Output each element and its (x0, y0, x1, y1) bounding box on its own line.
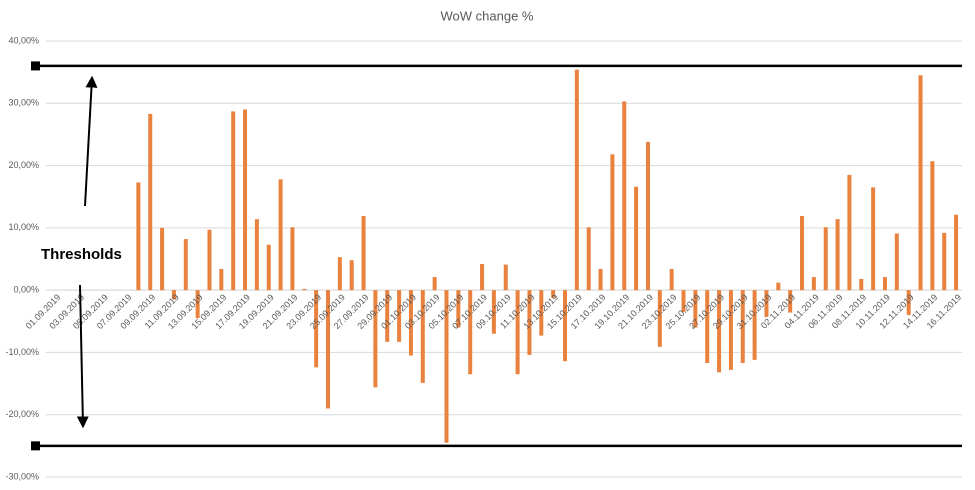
bar (942, 232, 947, 291)
annotation: Thresholds (41, 246, 122, 263)
bar (776, 282, 781, 291)
bar (171, 290, 176, 300)
bar (349, 260, 354, 291)
y-tick-label: 40,00% (8, 35, 39, 45)
bar (136, 182, 141, 291)
bar (432, 277, 437, 291)
bar (847, 174, 852, 291)
bar (563, 290, 568, 362)
y-tick-label: 20,00% (8, 160, 39, 170)
y-tick-label: -10,00% (5, 347, 39, 357)
bar (717, 290, 722, 373)
bar (598, 268, 603, 291)
bar (574, 69, 579, 291)
bar (254, 219, 259, 291)
bar (397, 290, 402, 342)
bar (823, 227, 828, 291)
bar (195, 290, 200, 319)
y-tick-label: -30,00% (5, 471, 39, 481)
bar (681, 290, 686, 312)
bar (693, 290, 698, 328)
bar (871, 187, 876, 291)
bar (954, 214, 959, 291)
bar (148, 113, 153, 291)
y-tick-label: 30,00% (8, 98, 39, 108)
bar (669, 268, 674, 291)
bar (456, 290, 461, 328)
bar (634, 186, 639, 291)
bar (290, 227, 295, 291)
bar (183, 239, 188, 291)
bar (788, 290, 793, 313)
bar (800, 216, 805, 291)
bar (278, 179, 283, 291)
arrow-down (76, 284, 89, 429)
bar (645, 141, 650, 291)
bar (160, 227, 165, 291)
bar (740, 290, 745, 364)
bar (491, 290, 496, 334)
bar (906, 290, 911, 316)
threshold-marker (31, 61, 40, 71)
bar (728, 290, 733, 370)
bar (610, 154, 615, 291)
bar (243, 109, 248, 291)
bar (586, 227, 591, 291)
bar (385, 290, 390, 342)
threshold-marker (31, 441, 40, 451)
bar (408, 290, 413, 356)
bar (894, 233, 899, 291)
bar (444, 290, 449, 443)
bar (266, 244, 271, 291)
bar (764, 290, 769, 317)
chart-title: WoW change % (441, 8, 534, 23)
y-tick-label: -20,00% (5, 409, 39, 419)
bar (361, 216, 366, 291)
bar (622, 101, 627, 291)
bar (657, 290, 662, 347)
bar (231, 111, 236, 291)
bar (539, 290, 544, 336)
bar (219, 268, 224, 291)
bar (918, 75, 923, 291)
bar (752, 290, 757, 360)
bar (882, 277, 887, 291)
bar (337, 257, 342, 291)
y-tick-label: 0,00% (13, 285, 39, 295)
bar (468, 290, 473, 375)
bar (302, 288, 307, 291)
bar (515, 290, 520, 375)
bar (420, 290, 425, 383)
arrow-up (84, 75, 98, 207)
bar (207, 229, 212, 291)
bar (373, 290, 378, 388)
bar (551, 290, 556, 298)
bar (811, 277, 816, 291)
y-tick-label: 10,00% (8, 222, 39, 232)
bar (859, 278, 864, 291)
bar (705, 290, 710, 364)
bar (314, 290, 319, 368)
bar (325, 290, 330, 409)
bar (930, 161, 935, 291)
bar (503, 264, 508, 291)
bar (480, 263, 485, 291)
bar (835, 219, 840, 291)
bar (527, 290, 532, 355)
